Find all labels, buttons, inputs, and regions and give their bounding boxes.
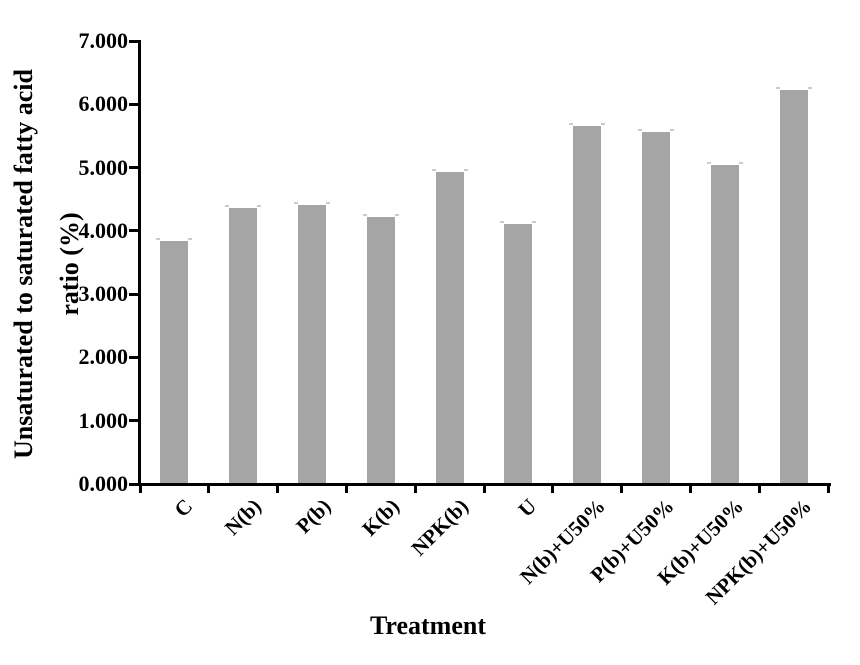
x-tick-mark bbox=[551, 484, 555, 493]
y-tick-label: 0.000 bbox=[78, 471, 129, 496]
bar-top-right-cap bbox=[463, 169, 468, 171]
x-tick-mark bbox=[482, 484, 486, 493]
y-tick-mark bbox=[129, 482, 139, 486]
bar-top-right-cap bbox=[326, 202, 330, 204]
x-tick-mark bbox=[413, 484, 417, 493]
bar-top-left-cap bbox=[775, 87, 780, 89]
x-tick-mark bbox=[620, 484, 624, 493]
y-tick-label: 5.000 bbox=[78, 154, 129, 180]
x-category-label: K(b) bbox=[357, 494, 404, 541]
y-tick-label: 2.000 bbox=[78, 344, 129, 370]
x-tick-mark bbox=[826, 484, 830, 493]
bar-top-left-cap bbox=[706, 162, 711, 164]
bar-top-left-cap bbox=[638, 129, 642, 131]
y-tick-mark bbox=[129, 292, 139, 296]
bar-top-left-cap bbox=[156, 238, 161, 240]
y-tick-label: 1.000 bbox=[78, 407, 129, 433]
bar-top-right-cap bbox=[738, 162, 743, 164]
bar-top-left-cap bbox=[294, 202, 298, 204]
bar-top-left-cap bbox=[362, 214, 367, 216]
x-category-label: C bbox=[169, 494, 198, 522]
bar-top-left-cap bbox=[431, 169, 436, 171]
x-category-label: N(b) bbox=[220, 494, 267, 540]
bar-top-right-cap bbox=[532, 221, 537, 223]
y-axis-title-line2: ratio (%) bbox=[55, 212, 84, 316]
x-tick-mark bbox=[207, 484, 211, 493]
x-tick-mark bbox=[138, 484, 142, 493]
x-tick-mark bbox=[757, 484, 761, 493]
x-axis-title: Treatment bbox=[370, 611, 486, 640]
x-tick-mark bbox=[276, 484, 280, 493]
y-tick-mark bbox=[129, 39, 139, 43]
bar-top-right-cap bbox=[670, 129, 674, 131]
y-tick-label: 4.000 bbox=[78, 217, 129, 243]
y-tick-label: 3.000 bbox=[78, 281, 129, 307]
bar-top-right-cap bbox=[601, 123, 606, 125]
bar bbox=[156, 238, 193, 483]
x-category-label: U bbox=[513, 494, 542, 522]
y-axis-title-line1: Unsaturated to saturated fatty acid bbox=[9, 69, 38, 459]
bar-top-right-cap bbox=[188, 238, 193, 240]
y-tick-mark bbox=[129, 419, 139, 423]
y-tick-mark bbox=[129, 102, 139, 106]
y-tick-mark bbox=[129, 229, 139, 233]
bar bbox=[362, 214, 399, 483]
bar bbox=[431, 169, 468, 483]
x-tick-mark bbox=[688, 484, 692, 493]
y-tick-mark bbox=[129, 355, 139, 359]
bar-top-left-cap bbox=[569, 123, 574, 125]
y-tick-mark bbox=[129, 166, 139, 170]
x-category-label: NPK(b) bbox=[406, 494, 473, 561]
bar bbox=[775, 87, 812, 483]
y-tick-label: 7.000 bbox=[78, 28, 129, 53]
bar-top-left-cap bbox=[225, 205, 230, 207]
bar bbox=[638, 129, 674, 483]
bar bbox=[500, 221, 537, 483]
bar bbox=[294, 202, 330, 483]
bar bbox=[225, 205, 262, 483]
bar-top-right-cap bbox=[257, 205, 262, 207]
bar bbox=[706, 162, 743, 483]
bar bbox=[569, 123, 606, 483]
x-category-label: P(b) bbox=[290, 494, 335, 539]
bar-top-left-cap bbox=[500, 221, 505, 223]
bar-top-right-cap bbox=[394, 214, 399, 216]
y-tick-label: 6.000 bbox=[78, 91, 129, 117]
bar-top-right-cap bbox=[807, 87, 812, 89]
x-tick-mark bbox=[344, 484, 348, 493]
y-axis-line bbox=[138, 40, 141, 486]
